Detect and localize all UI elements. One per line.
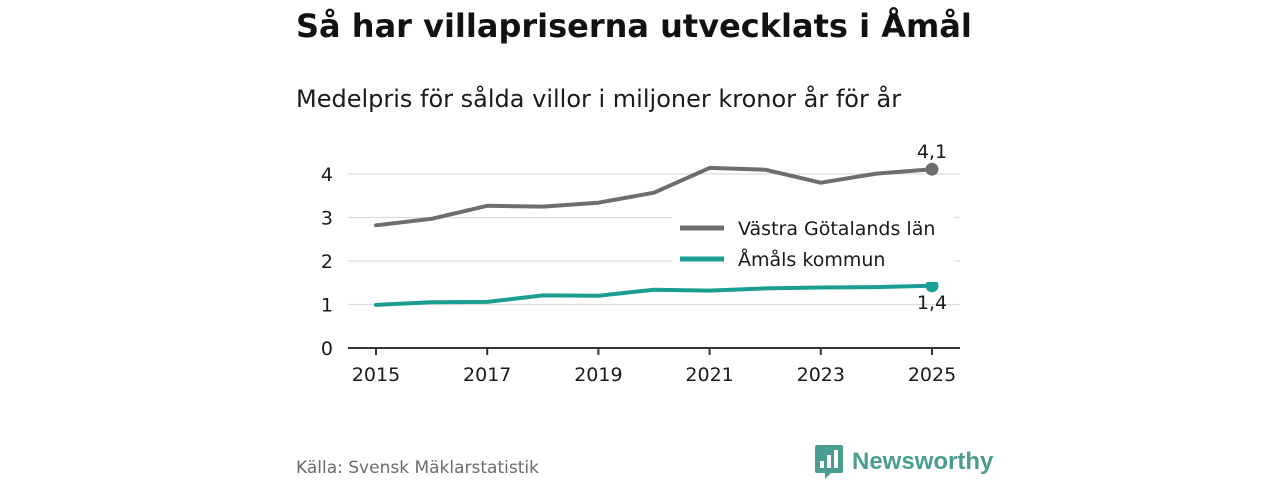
y-tick-label: 0 <box>321 338 333 360</box>
x-tick-label: 2023 <box>797 364 845 386</box>
y-tick-label: 4 <box>321 164 333 186</box>
brand-logo-group[interactable]: Newsworthy <box>815 445 993 479</box>
axes: 0 1 2 3 4 2015 2017 2019 2021 2023 2025 <box>321 164 960 386</box>
series-end-point-0 <box>925 162 939 176</box>
legend-label: Åmåls kommun <box>738 248 885 271</box>
series-line-0 <box>374 165 934 228</box>
chart-title: Så har villapriserna utvecklats i Åmål <box>296 7 972 45</box>
end-value-label: 4,1 <box>917 141 947 163</box>
y-tick-label: 1 <box>321 295 333 317</box>
legend: Västra Götalands län Åmåls kommun <box>672 210 954 282</box>
newsworthy-logo-icon <box>815 445 843 479</box>
end-value-label: 1,4 <box>917 292 947 314</box>
x-tick-label: 2025 <box>908 364 956 386</box>
legend-label: Västra Götalands län <box>738 218 935 240</box>
legend-background <box>672 210 954 282</box>
y-tick-label: 3 <box>321 208 333 230</box>
x-tick-label: 2019 <box>574 364 622 386</box>
chart-subtitle: Medelpris för sålda villor i miljoner kr… <box>296 85 902 113</box>
x-tick-label: 2017 <box>463 364 511 386</box>
end-labels: 4,1 1,4 <box>917 141 947 314</box>
series <box>374 162 939 307</box>
x-tick-label: 2015 <box>352 364 400 386</box>
y-tick-label: 2 <box>321 251 333 273</box>
source-note: Källa: Svensk Mäklarstatistik <box>296 458 539 478</box>
series-end-point-1 <box>925 279 939 293</box>
x-tick-label: 2021 <box>685 364 733 386</box>
series-line-1 <box>374 283 934 307</box>
brand-name: Newsworthy <box>852 448 994 475</box>
